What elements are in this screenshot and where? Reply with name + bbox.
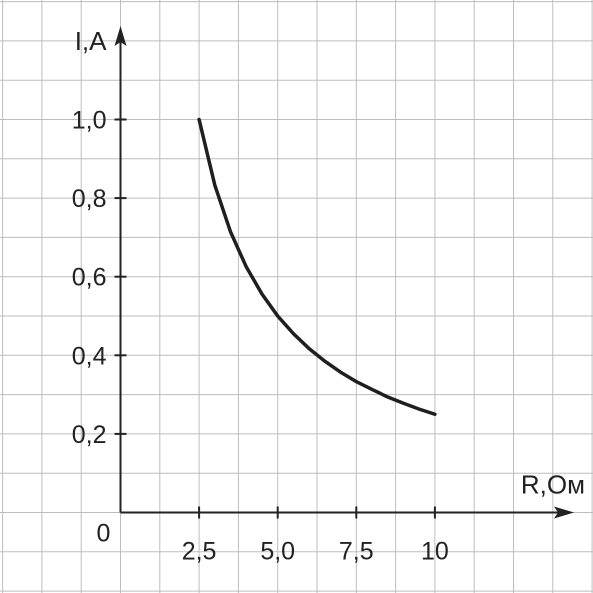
y-tick-label: 1,0 — [72, 107, 107, 135]
y-tick-label: 0,2 — [72, 421, 107, 449]
y-axis-title: I,A — [75, 26, 107, 56]
x-axis-title: R,Ом — [521, 470, 585, 500]
x-axis-arrow — [554, 506, 574, 519]
series — [197, 117, 437, 416]
tick-labels: 0,2 0,4 0,6 0,8 1,0 2,5 5,0 7,5 10 — [72, 107, 449, 566]
x-tick-label: 10 — [421, 538, 449, 566]
y-tick-label: 0,6 — [72, 264, 107, 292]
axes — [114, 26, 574, 519]
x-tick-label: 2,5 — [182, 538, 217, 566]
y-tick-label: 0,4 — [72, 342, 107, 370]
y-tick-label: 0,8 — [72, 185, 107, 213]
series-line — [197, 117, 437, 416]
origin-label: 0 — [97, 520, 111, 548]
x-tick-label: 5,0 — [260, 538, 295, 566]
x-tick-label: 7,5 — [339, 538, 374, 566]
y-axis-arrow — [114, 26, 127, 46]
